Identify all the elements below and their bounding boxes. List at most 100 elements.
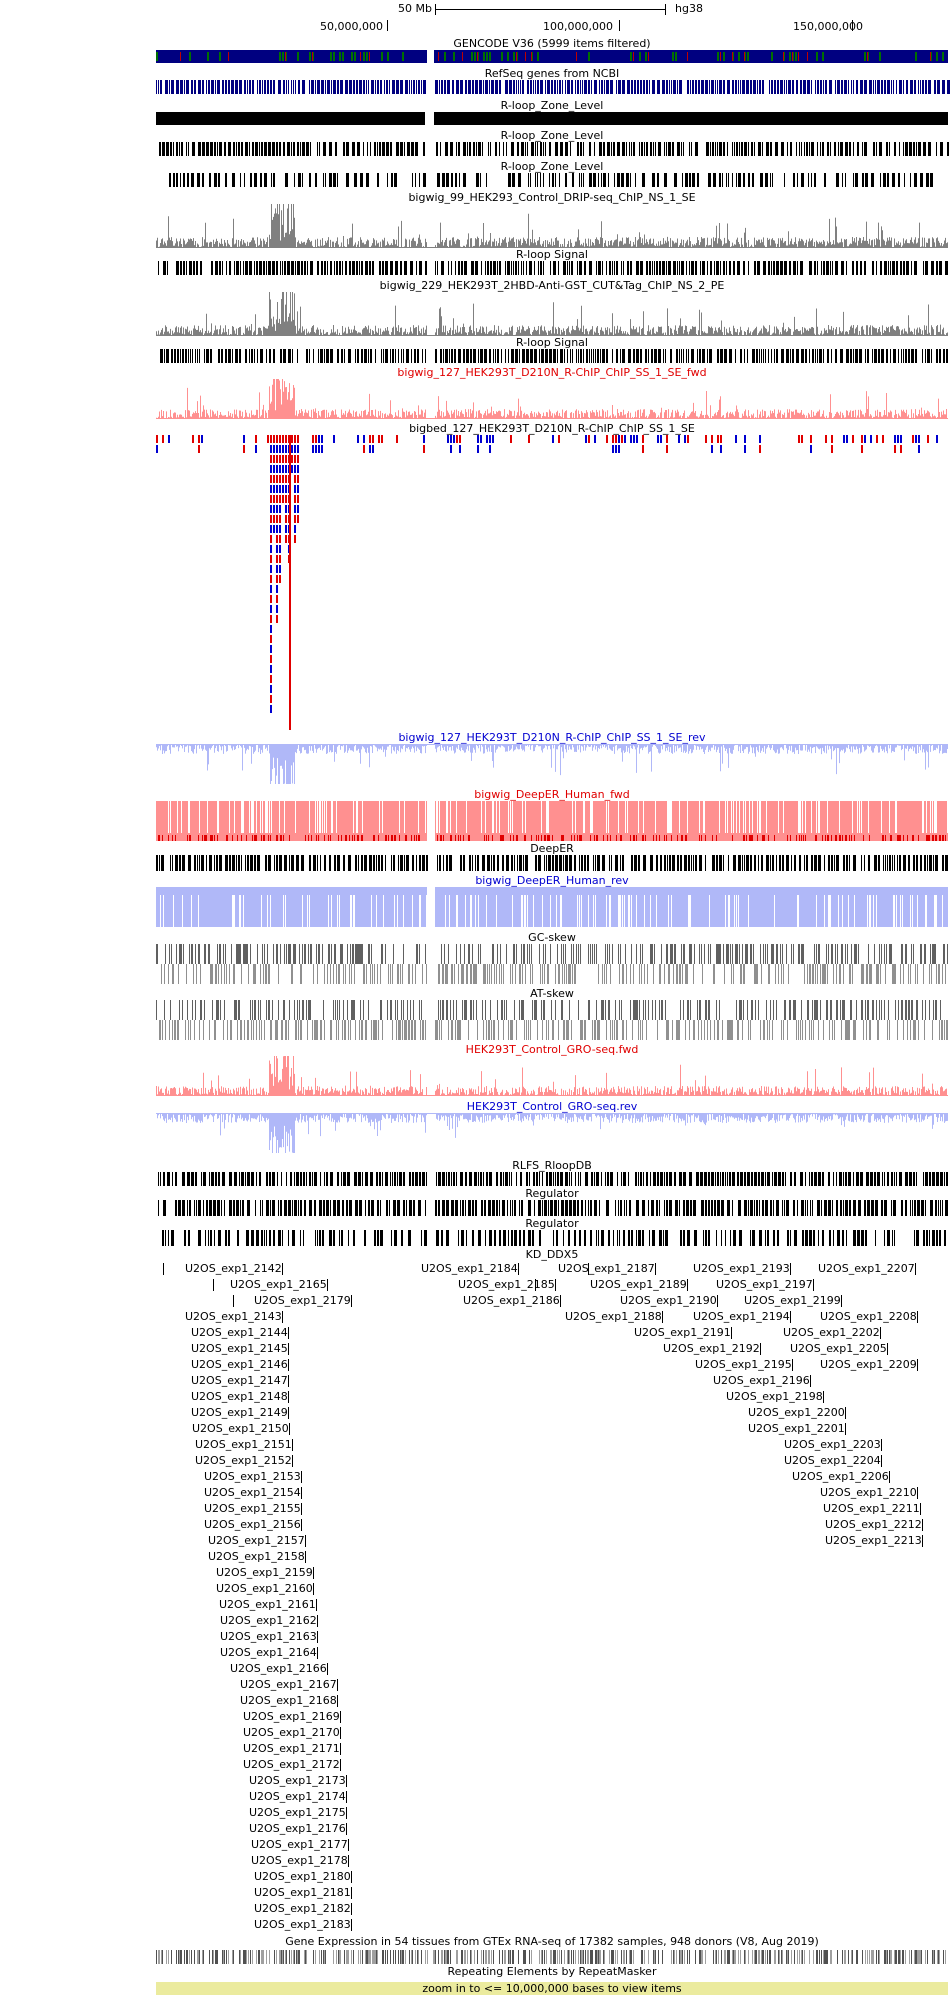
refseq-feature [631, 80, 633, 94]
dense-feature [475, 261, 478, 275]
rchip-feature [297, 515, 299, 523]
track-label[interactable]: bigwig_229_HEK293T_2HBD-Anti-GST_CUT&Tag… [379, 279, 725, 292]
track-label[interactable]: R-loop_Zone_Level [500, 129, 604, 142]
dense-feature [720, 349, 723, 363]
dense-feature [768, 349, 769, 363]
deeper-fwd-bar [388, 801, 389, 841]
dense-feature [171, 349, 173, 363]
gencode-feature [489, 52, 491, 61]
rchip-feature [900, 445, 902, 453]
track-label[interactable]: GENCODE V36 (5999 items filtered) [453, 37, 651, 50]
track-label[interactable]: RLFS_RloopDB [512, 1159, 592, 1172]
track-label[interactable]: KD_DDX5 [525, 1248, 579, 1261]
track-label[interactable]: bigwig_DeepER_Human_fwd [474, 788, 630, 801]
deeper-fwd-bar [354, 801, 355, 841]
deeper-fwd-bar [207, 833, 208, 841]
dense-feature [793, 261, 796, 275]
track-label[interactable]: GC-skew [528, 931, 576, 944]
deeper-fwd-bar [349, 835, 350, 841]
deeper-fwd-bar [379, 833, 380, 841]
track-label[interactable]: bigwig_127_HEK293T_D210N_R-ChIP_ChIP_SS_… [398, 731, 706, 744]
gencode-feature [312, 52, 313, 61]
track-label[interactable]: bigbed_127_HEK293T_D210N_R-ChIP_ChIP_SS_… [409, 422, 695, 435]
track-label[interactable]: HEK293T_Control_GRO-seq.rev [466, 1100, 638, 1113]
dense-feature [831, 349, 832, 363]
dense-feature [653, 142, 654, 156]
dense-feature [159, 142, 161, 156]
dense-feature [336, 261, 338, 275]
refseq-feature [547, 80, 550, 94]
dense-feature [318, 349, 319, 363]
dense-feature [768, 261, 770, 275]
track-label[interactable]: R-loop_Zone_Level [500, 160, 604, 173]
dense-feature [659, 261, 661, 275]
dense-feature [781, 349, 784, 363]
deeper-fwd-bar [306, 801, 307, 841]
rchip-feature [285, 435, 287, 443]
dense-feature [357, 349, 359, 363]
track-label[interactable]: Regulator [525, 1187, 579, 1200]
gencode-feature [207, 52, 209, 61]
rchip-feature [285, 445, 287, 453]
rchip-feature [711, 445, 713, 453]
dense-feature [467, 142, 468, 156]
track-label[interactable]: RefSeq genes from NCBI [484, 67, 620, 80]
dense-feature [664, 142, 665, 156]
deeper-fwd-bar [409, 801, 410, 841]
gencode-feature [156, 52, 158, 61]
dense-feature [478, 349, 479, 363]
dense-feature [324, 349, 325, 363]
gencode-feature [339, 52, 341, 61]
rchip-feature [201, 435, 203, 443]
rchip-feature [489, 435, 491, 443]
track-label[interactable]: DeepER [530, 842, 574, 855]
rchip-feature [279, 485, 281, 493]
deeper-fwd-bar [287, 801, 288, 841]
rchip-feature [918, 445, 920, 453]
refseq-feature [217, 80, 220, 94]
track-label[interactable]: bigwig_127_HEK293T_D210N_R-ChIP_ChIP_SS_… [397, 366, 707, 379]
rchip-feature [852, 435, 854, 443]
deeper-fwd-bar [438, 801, 439, 841]
dense-feature [606, 349, 608, 363]
rchip-feature [270, 575, 272, 583]
deeper-fwd-bar [482, 801, 483, 841]
dense-feature [931, 349, 932, 363]
dense-feature [357, 142, 360, 156]
deeper-fwd-bar [211, 835, 212, 841]
rchip-feature [720, 435, 722, 443]
track-label[interactable]: AT-skew [530, 987, 574, 1000]
rchip-feature [282, 435, 284, 443]
track-label[interactable]: HEK293T_Control_GRO-seq.fwd [465, 1043, 639, 1056]
track-label[interactable]: R-loop Signal [516, 336, 588, 349]
refseq-feature [914, 80, 916, 94]
deeper-fwd-bar [156, 801, 157, 841]
track-label[interactable]: R-loop Signal [516, 248, 588, 261]
deeper-fwd-bar [237, 835, 238, 841]
track-label[interactable]: R-loop_Zone_Level [500, 99, 604, 112]
track-label[interactable]: Regulator [525, 1217, 579, 1230]
track-label[interactable]: bigwig_99_HEK293_Control_DRIP-seq_ChIP_N… [408, 191, 696, 204]
sparse-feature [325, 173, 326, 187]
sparse-feature [572, 173, 574, 187]
deeper-fwd-bar [258, 801, 259, 841]
deeper-fwd-bar [318, 835, 319, 841]
sparse-feature [565, 173, 567, 187]
dense-feature [787, 142, 788, 156]
rchip-feature [684, 435, 686, 443]
track-label[interactable]: bigwig_DeepER_Human_rev [475, 874, 629, 887]
rchip-feature [528, 435, 530, 443]
deeper-fwd-bar [519, 801, 520, 841]
dense-feature [823, 349, 824, 363]
deeper-fwd-bar [267, 833, 268, 841]
dense-feature [375, 349, 376, 363]
deeper-fwd-bar [458, 801, 459, 841]
deeper-fwd-bar [173, 801, 174, 841]
deeper-fwd-bar [251, 833, 252, 841]
refseq-feature [416, 80, 417, 94]
dense-feature [726, 261, 727, 275]
sparse-feature [862, 173, 864, 187]
dense-feature [469, 142, 471, 156]
refseq-feature [903, 80, 904, 94]
